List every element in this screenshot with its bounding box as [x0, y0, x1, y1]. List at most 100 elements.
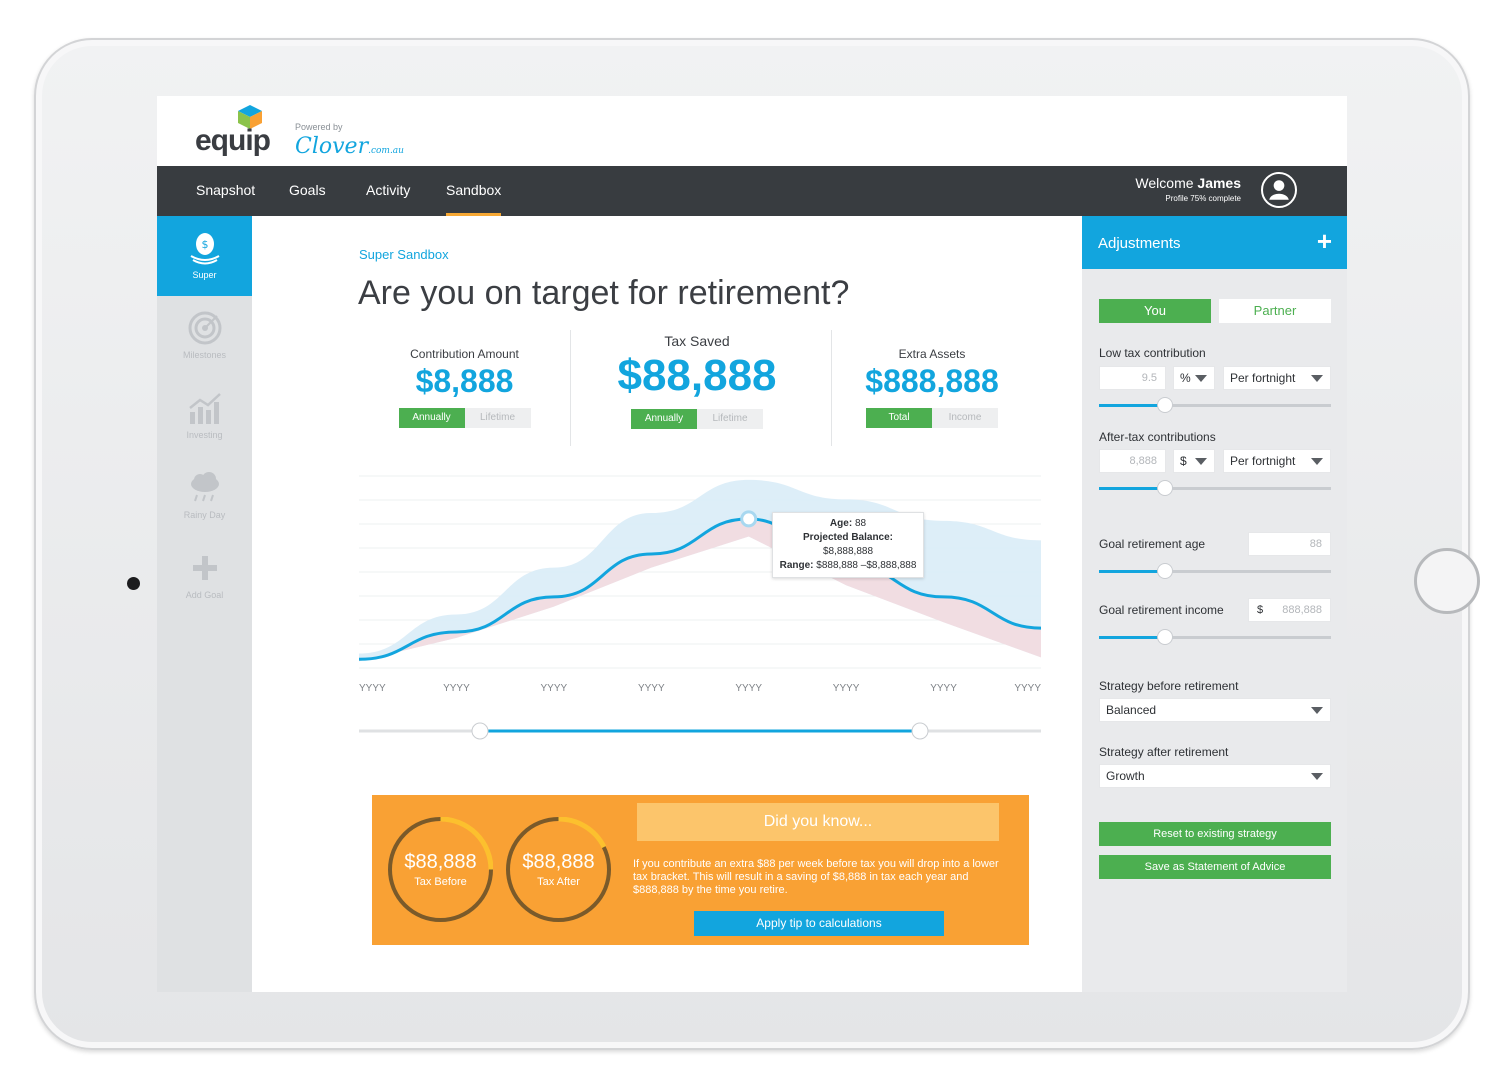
did-you-know-banner: Did you know...: [637, 803, 999, 841]
x-tick-label: YYYY: [735, 683, 762, 694]
toggle-annually[interactable]: Annually: [398, 408, 465, 428]
target-icon: [188, 311, 221, 345]
app-screen: equip Powered by Clover.com.au Snapshot …: [157, 96, 1347, 992]
goal-age-label: Goal retirement age: [1099, 537, 1206, 551]
tax-after-ring: $88,888 Tax After: [506, 817, 611, 922]
goal-income-slider[interactable]: [1099, 629, 1331, 645]
goal-age-slider[interactable]: [1099, 563, 1331, 579]
strategy-before-label: Strategy before retirement: [1099, 679, 1239, 693]
chevron-down-icon: [1311, 773, 1323, 780]
toggle-annually[interactable]: Annually: [631, 409, 697, 429]
stat-label: Tax Saved: [664, 333, 730, 349]
sidebar-label-rainy-day: Rainy Day: [183, 510, 226, 520]
tooltip-range: $888,888 –$8,888,888: [816, 560, 917, 571]
divider: [570, 330, 571, 446]
sidebar-label-add-goal: Add Goal: [185, 590, 224, 600]
tooltip-age-label: Age:: [829, 518, 853, 529]
toggle-total[interactable]: Total: [866, 408, 932, 428]
sidebar-label-milestones: Milestones: [182, 350, 227, 360]
powered-by-label: Powered by: [295, 122, 343, 132]
x-tick-label: YYYY: [930, 683, 957, 694]
nav-snapshot[interactable]: Snapshot: [196, 182, 256, 198]
adjustments-panel: Adjustments + You Partner Low tax contri…: [1082, 216, 1347, 992]
tax-before-ring: $88,888 Tax Before: [388, 817, 493, 922]
sidebar-item-rainy-day[interactable]: Rainy Day: [157, 456, 252, 536]
user-name: James: [1197, 175, 1241, 191]
reset-strategy-button[interactable]: Reset to existing strategy: [1099, 822, 1331, 846]
nav-goals[interactable]: Goals: [289, 182, 326, 198]
nav-sandbox[interactable]: Sandbox: [446, 166, 502, 216]
stat-contribution: Contribution Amount $8,888 Annually Life…: [382, 347, 547, 428]
tooltip-balance-label: Projected Balance:: [802, 532, 894, 543]
after-tax-unit-select[interactable]: $: [1173, 449, 1215, 473]
slider-handle[interactable]: [1157, 629, 1173, 645]
strategy-before-select[interactable]: Balanced: [1099, 698, 1331, 722]
tax-after-label: Tax After: [537, 876, 580, 888]
projection-chart[interactable]: YYYY YYYY YYYY YYYY YYYY YYYY YYYY YYYY: [352, 466, 1052, 741]
section-eyebrow: Super Sandbox: [359, 247, 449, 262]
ring-progress-arc: [558, 817, 607, 849]
chevron-down-icon: [1311, 375, 1323, 382]
goal-age-input[interactable]: 88: [1248, 532, 1331, 556]
tooltip-balance: $8,888,888: [822, 546, 874, 557]
after-tax-frequency-select[interactable]: Per fortnight: [1223, 449, 1331, 473]
plus-icon: [192, 556, 217, 580]
svg-text:$: $: [201, 238, 208, 251]
x-tick-label: YYYY: [443, 683, 470, 694]
camera: [127, 577, 140, 590]
adjustments-header: Adjustments +: [1082, 216, 1347, 269]
stat-label: Extra Assets: [898, 347, 966, 361]
logo-bar: equip Powered by Clover.com.au: [157, 96, 1347, 166]
sidebar-item-investing[interactable]: Investing: [157, 376, 252, 456]
after-tax-input[interactable]: 8,888: [1099, 449, 1166, 473]
apply-tip-button[interactable]: Apply tip to calculations: [694, 911, 944, 936]
tab-you[interactable]: You: [1099, 299, 1211, 323]
x-tick-label: YYYY: [638, 683, 665, 694]
tax-after-value: $88,888: [522, 851, 595, 873]
chevron-down-icon: [1195, 458, 1207, 465]
sidebar-item-add-goal[interactable]: Add Goal: [157, 536, 252, 616]
tooltip-age: 88: [854, 518, 867, 529]
low-tax-input[interactable]: 9.5: [1099, 366, 1166, 390]
toggle-lifetime[interactable]: Lifetime: [697, 409, 763, 429]
slider-handle[interactable]: [1157, 563, 1173, 579]
toggle-income[interactable]: Income: [932, 408, 998, 428]
x-tick-label: YYYY: [833, 683, 860, 694]
tooltip-range-label: Range:: [779, 560, 814, 571]
tab-partner[interactable]: Partner: [1219, 299, 1331, 323]
save-advice-button[interactable]: Save as Statement of Advice: [1099, 855, 1331, 879]
top-nav: Snapshot Goals Activity Sandbox Welcome …: [157, 166, 1347, 216]
sidebar-item-super[interactable]: $ Super: [157, 216, 264, 296]
after-tax-label: After-tax contributions: [1099, 430, 1216, 444]
range-handle-end[interactable]: [911, 722, 929, 740]
low-tax-unit-select[interactable]: %: [1173, 366, 1215, 390]
welcome-block: Welcome James Profile 75% complete: [1135, 175, 1241, 203]
clover-logo[interactable]: Clover.com.au: [295, 134, 404, 159]
add-adjustment-icon[interactable]: +: [1316, 226, 1332, 256]
nav-activity[interactable]: Activity: [366, 182, 411, 198]
tax-before-value: $88,888: [404, 851, 477, 873]
home-button[interactable]: [1414, 548, 1480, 614]
strategy-after-select[interactable]: Growth: [1099, 764, 1331, 788]
x-tick-label: YYYY: [541, 683, 568, 694]
rain-cloud-icon: [190, 472, 219, 502]
welcome-prefix: Welcome: [1135, 175, 1194, 191]
toggle-lifetime[interactable]: Lifetime: [464, 408, 531, 428]
slider-handle[interactable]: [1157, 397, 1173, 413]
range-handle-start[interactable]: [471, 722, 489, 740]
stat-value: $8,888: [415, 363, 514, 399]
profile-status: Profile 75% complete: [1165, 194, 1241, 203]
goal-income-input[interactable]: $888,888: [1248, 598, 1331, 622]
projection-line: [358, 517, 1042, 661]
low-tax-slider[interactable]: [1099, 397, 1331, 413]
user-avatar-icon[interactable]: [1261, 172, 1297, 208]
equip-logo[interactable]: equip: [195, 124, 271, 157]
stat-label: Contribution Amount: [410, 347, 519, 361]
equip-cube-icon: [238, 105, 262, 129]
low-tax-frequency-select[interactable]: Per fortnight: [1223, 366, 1331, 390]
sidebar-item-milestones[interactable]: Milestones: [157, 296, 252, 376]
slider-handle[interactable]: [1157, 480, 1173, 496]
stat-value: $88,888: [617, 351, 777, 400]
sidebar-label-investing: Investing: [186, 430, 223, 440]
after-tax-slider[interactable]: [1099, 480, 1331, 496]
